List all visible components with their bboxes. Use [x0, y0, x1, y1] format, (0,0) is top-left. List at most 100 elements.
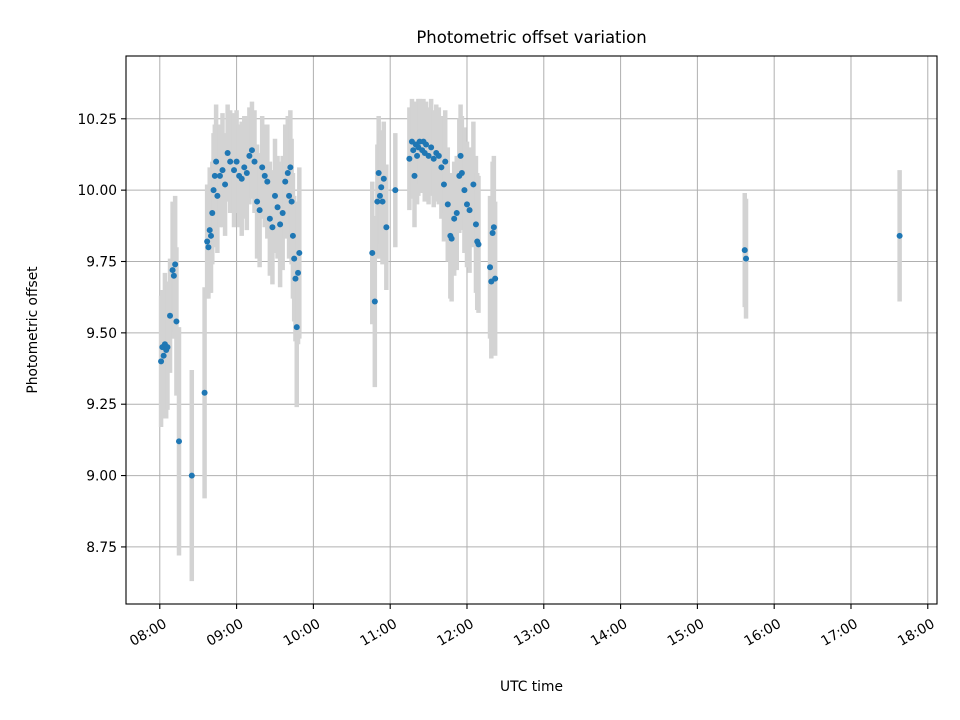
y-tick-label: 9.00: [86, 469, 117, 485]
data-point: [896, 232, 903, 239]
data-point: [430, 155, 437, 162]
data-point: [380, 175, 387, 182]
data-point: [219, 167, 226, 174]
data-point: [279, 209, 286, 216]
data-point: [170, 272, 177, 279]
data-point: [374, 198, 381, 205]
data-point: [205, 244, 212, 251]
data-point: [209, 209, 216, 216]
data-point: [376, 192, 383, 199]
data-point: [169, 267, 176, 274]
data-point: [201, 389, 208, 396]
data-point: [492, 275, 499, 282]
data-point: [251, 158, 258, 165]
data-point: [369, 249, 376, 256]
data-point: [160, 352, 167, 359]
data-point: [428, 144, 435, 151]
data-point: [293, 324, 300, 331]
data-point: [222, 181, 229, 188]
data-point: [264, 178, 271, 185]
data-point: [371, 298, 378, 305]
data-point: [213, 158, 220, 165]
data-point: [463, 201, 470, 208]
data-point: [378, 184, 385, 191]
data-point: [158, 358, 165, 365]
data-point: [489, 229, 496, 236]
data-point: [211, 172, 218, 179]
data-point: [458, 170, 465, 177]
data-point: [254, 198, 261, 205]
data-point: [466, 207, 473, 214]
data-point: [256, 207, 263, 214]
data-point: [206, 227, 213, 234]
data-point: [266, 215, 273, 222]
y-tick-label: 10.25: [78, 112, 118, 128]
data-point: [173, 318, 180, 325]
data-point: [175, 438, 182, 445]
point-layer: [158, 138, 903, 479]
data-point: [259, 164, 266, 171]
y-tick-label: 10.00: [78, 183, 118, 199]
data-point: [207, 232, 214, 239]
data-point: [414, 152, 421, 159]
data-point: [490, 224, 497, 231]
data-point: [167, 312, 174, 319]
data-point: [423, 141, 430, 148]
data-point: [233, 158, 240, 165]
data-point: [487, 264, 494, 271]
data-point: [410, 147, 417, 154]
data-point: [292, 275, 299, 282]
data-point: [453, 209, 460, 216]
data-point: [451, 215, 458, 222]
data-point: [286, 192, 293, 199]
data-point: [271, 192, 278, 199]
data-point: [741, 247, 748, 254]
y-tick-label: 9.50: [86, 326, 117, 342]
data-point: [204, 238, 211, 245]
data-point: [241, 164, 248, 171]
data-point: [284, 170, 291, 177]
data-point: [227, 158, 234, 165]
data-point: [444, 201, 451, 208]
data-point: [411, 172, 418, 179]
data-point: [210, 187, 217, 194]
y-tick-label: 9.75: [86, 255, 117, 271]
data-point: [288, 198, 295, 205]
data-point: [282, 178, 289, 185]
data-point: [743, 255, 750, 262]
axes-frame: [125, 55, 938, 605]
data-point: [442, 158, 449, 165]
x-axis-label: UTC time: [500, 679, 563, 695]
data-point: [472, 221, 479, 228]
data-point: [295, 269, 302, 276]
data-point: [261, 172, 268, 179]
y-tick-label: 8.75: [86, 540, 117, 556]
data-point: [231, 167, 238, 174]
data-point: [246, 152, 253, 159]
data-point: [392, 187, 399, 194]
data-point: [461, 187, 468, 194]
data-point: [425, 152, 432, 159]
data-point: [238, 175, 245, 182]
data-point: [243, 170, 250, 177]
data-point: [457, 152, 464, 159]
data-point: [216, 172, 223, 179]
data-point: [291, 255, 298, 262]
data-point: [379, 198, 386, 205]
data-point: [287, 164, 294, 171]
data-point: [475, 241, 482, 248]
y-axis-ticks: 8.75 9.00 9.25 9.50 9.75 10.00 10.25: [78, 112, 126, 556]
data-point: [435, 152, 442, 159]
data-point: [296, 249, 303, 256]
data-point: [406, 155, 413, 162]
data-point: [440, 181, 447, 188]
data-point: [172, 261, 179, 268]
data-point: [164, 344, 171, 351]
data-point: [188, 472, 195, 479]
data-point: [383, 224, 390, 231]
y-tick-label: 9.25: [86, 397, 117, 413]
data-point: [448, 235, 455, 242]
data-point: [375, 170, 382, 177]
data-point: [470, 181, 477, 188]
